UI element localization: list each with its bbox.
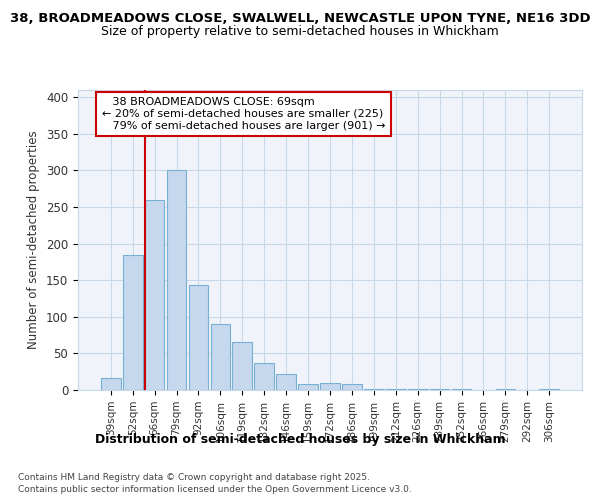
Bar [101, 378, 121, 390]
Bar [211, 324, 230, 390]
Bar [430, 388, 449, 390]
Text: Distribution of semi-detached houses by size in Whickham: Distribution of semi-detached houses by … [95, 432, 505, 446]
Bar [145, 200, 164, 390]
Text: 38, BROADMEADOWS CLOSE, SWALWELL, NEWCASTLE UPON TYNE, NE16 3DD: 38, BROADMEADOWS CLOSE, SWALWELL, NEWCAS… [10, 12, 590, 26]
Bar [298, 384, 318, 390]
Bar [364, 388, 384, 390]
Text: Contains public sector information licensed under the Open Government Licence v3: Contains public sector information licen… [18, 485, 412, 494]
Bar [386, 388, 406, 390]
Text: Contains HM Land Registry data © Crown copyright and database right 2025.: Contains HM Land Registry data © Crown c… [18, 472, 370, 482]
Bar [167, 170, 187, 390]
Y-axis label: Number of semi-detached properties: Number of semi-detached properties [28, 130, 40, 350]
Text: Size of property relative to semi-detached houses in Whickham: Size of property relative to semi-detach… [101, 25, 499, 38]
Bar [408, 388, 428, 390]
Bar [254, 363, 274, 390]
Bar [342, 384, 362, 390]
Bar [320, 384, 340, 390]
Bar [276, 374, 296, 390]
Bar [188, 286, 208, 390]
Text: 38 BROADMEADOWS CLOSE: 69sqm
← 20% of semi-detached houses are smaller (225)
   : 38 BROADMEADOWS CLOSE: 69sqm ← 20% of se… [102, 98, 386, 130]
Bar [123, 254, 143, 390]
Bar [232, 342, 252, 390]
